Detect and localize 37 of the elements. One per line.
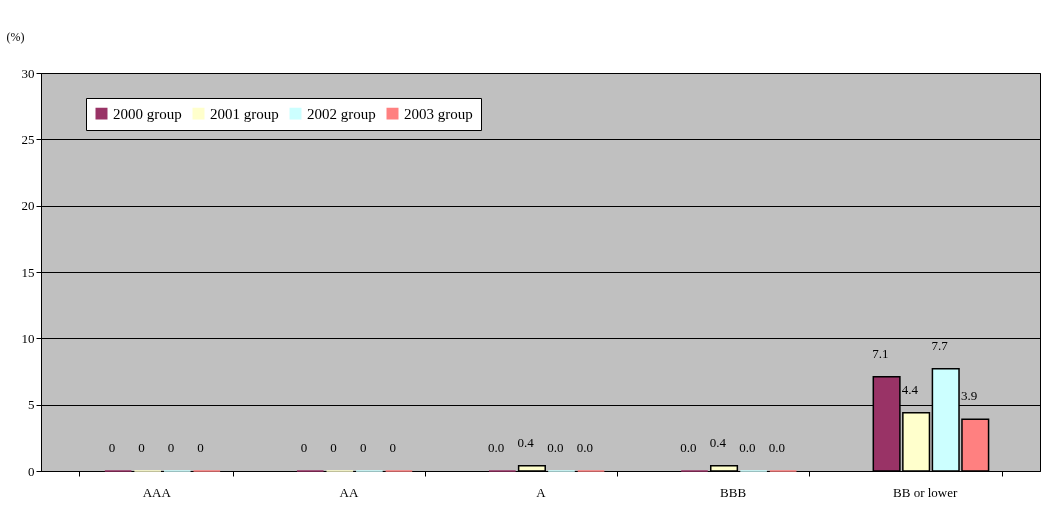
y-tick-label: 15 [21,264,35,280]
data-label: 0.0 [488,440,505,455]
data-label: 0.0 [739,440,756,455]
data-label: 0 [167,440,175,455]
data-label: 0.4 [517,434,535,450]
y-tick-label: 0 [28,463,35,479]
data-label: 0 [108,440,116,455]
data-label: 0.0 [680,440,697,455]
data-label: 0 [197,440,204,455]
x-tick-label: AA [339,484,359,500]
data-label: 0 [330,440,337,455]
data-label: 7.1 [872,345,889,361]
y-tick-label: 25 [21,131,35,147]
data-label: 3.9 [960,388,978,404]
x-tick-label: A [536,484,547,500]
y-tick-label: 20 [21,198,35,214]
data-label: 0.0 [576,440,593,455]
data-label: 0 [359,440,367,455]
data-label: 0 [300,440,308,455]
x-tick-label: BB or lower [893,484,959,500]
x-tick-label: BBB [720,484,747,500]
data-label: 0.0 [547,440,564,455]
data-label: 0 [138,440,145,455]
data-label: 7.7 [931,337,949,353]
data-label: 4.4 [901,381,919,397]
y-axis-title: (%) [6,29,25,44]
data-label: 0.4 [709,434,727,450]
x-tick-label: AAA [142,484,172,500]
data-label: 0.0 [768,440,786,455]
data-label: 0 [389,440,396,455]
y-tick-label: 5 [28,397,35,413]
legend-label: 2001 group [210,105,279,122]
legend-label: 2003 group [404,105,473,122]
legend-label: 2002 group [307,105,376,122]
legend-label: 2000 group [113,105,182,122]
y-tick-label: 10 [21,330,35,346]
y-tick-label: 30 [21,65,35,81]
